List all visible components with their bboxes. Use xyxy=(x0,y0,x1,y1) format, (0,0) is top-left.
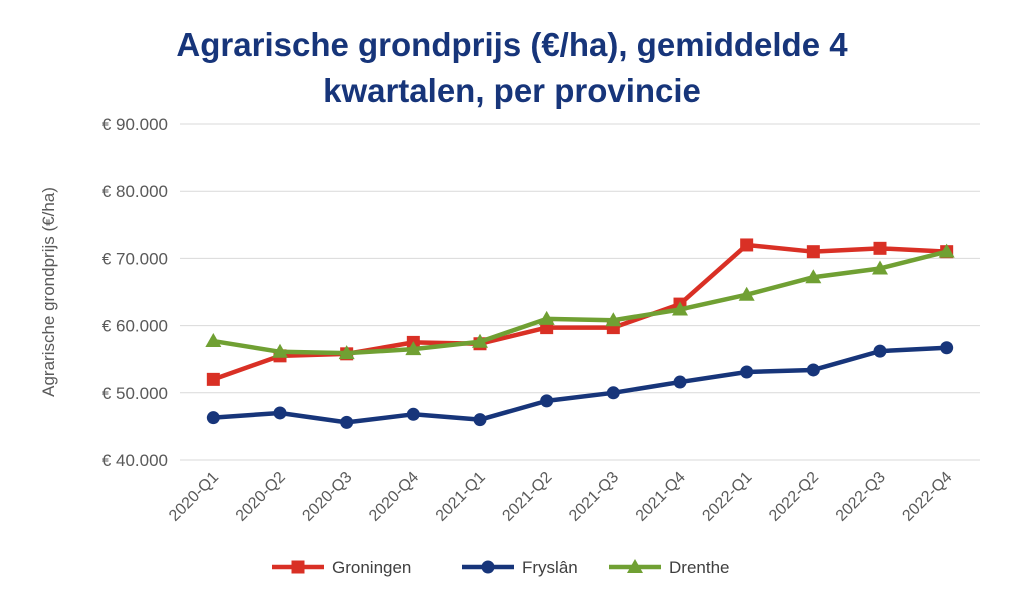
data-point xyxy=(938,243,955,258)
x-tick-label: 2020-Q1 xyxy=(166,469,222,525)
x-tick-label: 2021-Q2 xyxy=(499,469,555,525)
legend-item-drenthe: Drenthe xyxy=(609,558,729,577)
chart-title-line-2: kwartalen, per provincie xyxy=(323,72,701,109)
data-point xyxy=(405,341,422,356)
legend: Groningen Fryslân Drenthe xyxy=(272,558,729,577)
data-point xyxy=(473,413,487,427)
legend-label: Groningen xyxy=(332,558,411,577)
x-tick-label: 2020-Q2 xyxy=(233,469,289,525)
data-point xyxy=(206,372,220,386)
grid-lines xyxy=(180,123,980,461)
legend-swatch-marker xyxy=(627,559,643,573)
y-tick-label: € 50.000 xyxy=(102,384,168,403)
x-tick-label: 2021-Q4 xyxy=(633,469,689,525)
chart-title-line-1: Agrarische grondprijs (€/ha), gemiddelde… xyxy=(176,26,848,63)
data-point xyxy=(273,406,287,420)
data-point xyxy=(873,344,887,358)
y-tick-label: € 40.000 xyxy=(102,451,168,470)
legend-item-groningen: Groningen xyxy=(272,558,411,577)
data-point xyxy=(940,341,954,355)
data-point xyxy=(338,345,355,360)
series-layer xyxy=(205,238,955,429)
x-tick-label: 2022-Q2 xyxy=(766,469,822,525)
chart-title: Agrarische grondprijs (€/ha), gemiddelde… xyxy=(0,22,1024,114)
legend-label: Fryslân xyxy=(522,558,578,577)
data-point xyxy=(538,310,555,325)
series-line xyxy=(212,249,948,356)
data-point xyxy=(272,343,288,358)
data-point xyxy=(340,415,354,429)
x-tick-label: 2020-Q3 xyxy=(299,469,355,525)
x-tick-label: 2022-Q1 xyxy=(699,469,755,525)
data-point xyxy=(740,365,754,379)
y-tick-label: € 80.000 xyxy=(102,182,168,201)
x-tick-label: 2021-Q1 xyxy=(433,469,489,525)
y-tick-label: € 90.000 xyxy=(102,115,168,134)
data-point xyxy=(806,245,820,259)
data-point xyxy=(738,286,755,301)
y-tick-label: € 60.000 xyxy=(102,317,168,336)
legend-item-frysln: Fryslân xyxy=(462,558,578,577)
data-point xyxy=(740,238,754,252)
legend-swatch-marker xyxy=(291,560,305,574)
data-point xyxy=(605,312,622,327)
x-tick-label: 2022-Q3 xyxy=(833,469,889,525)
x-tick-label: 2020-Q4 xyxy=(366,469,422,525)
series-line xyxy=(212,242,947,382)
data-point xyxy=(672,301,688,316)
legend-label: Drenthe xyxy=(669,558,729,577)
series-drenthe xyxy=(205,243,955,360)
series-frysln xyxy=(206,341,954,429)
x-axis-ticks: 2020-Q1 2020-Q2 2020-Q3 2020-Q4 2021-Q1 2021-… xyxy=(166,469,955,525)
series-line xyxy=(213,345,947,425)
data-point xyxy=(806,363,820,377)
data-point xyxy=(805,269,822,284)
x-tick-label: 2021-Q3 xyxy=(566,469,622,525)
y-axis-ticks: € 40.000 € 50.000 € 60.000 € 70.000 € 80.000… xyxy=(102,115,168,470)
data-point xyxy=(872,260,888,275)
legend-swatch-marker xyxy=(481,560,495,574)
y-tick-label: € 70.000 xyxy=(102,249,168,268)
data-point xyxy=(673,375,687,389)
x-tick-label: 2022-Q4 xyxy=(899,469,955,525)
data-point xyxy=(205,333,222,348)
data-point xyxy=(472,333,488,348)
data-point xyxy=(540,394,554,408)
data-point xyxy=(206,411,220,425)
data-point xyxy=(873,241,887,255)
data-point xyxy=(406,407,420,421)
y-axis-title: Agrarische grondprijs (€/ha) xyxy=(39,187,58,397)
data-point xyxy=(606,386,620,400)
